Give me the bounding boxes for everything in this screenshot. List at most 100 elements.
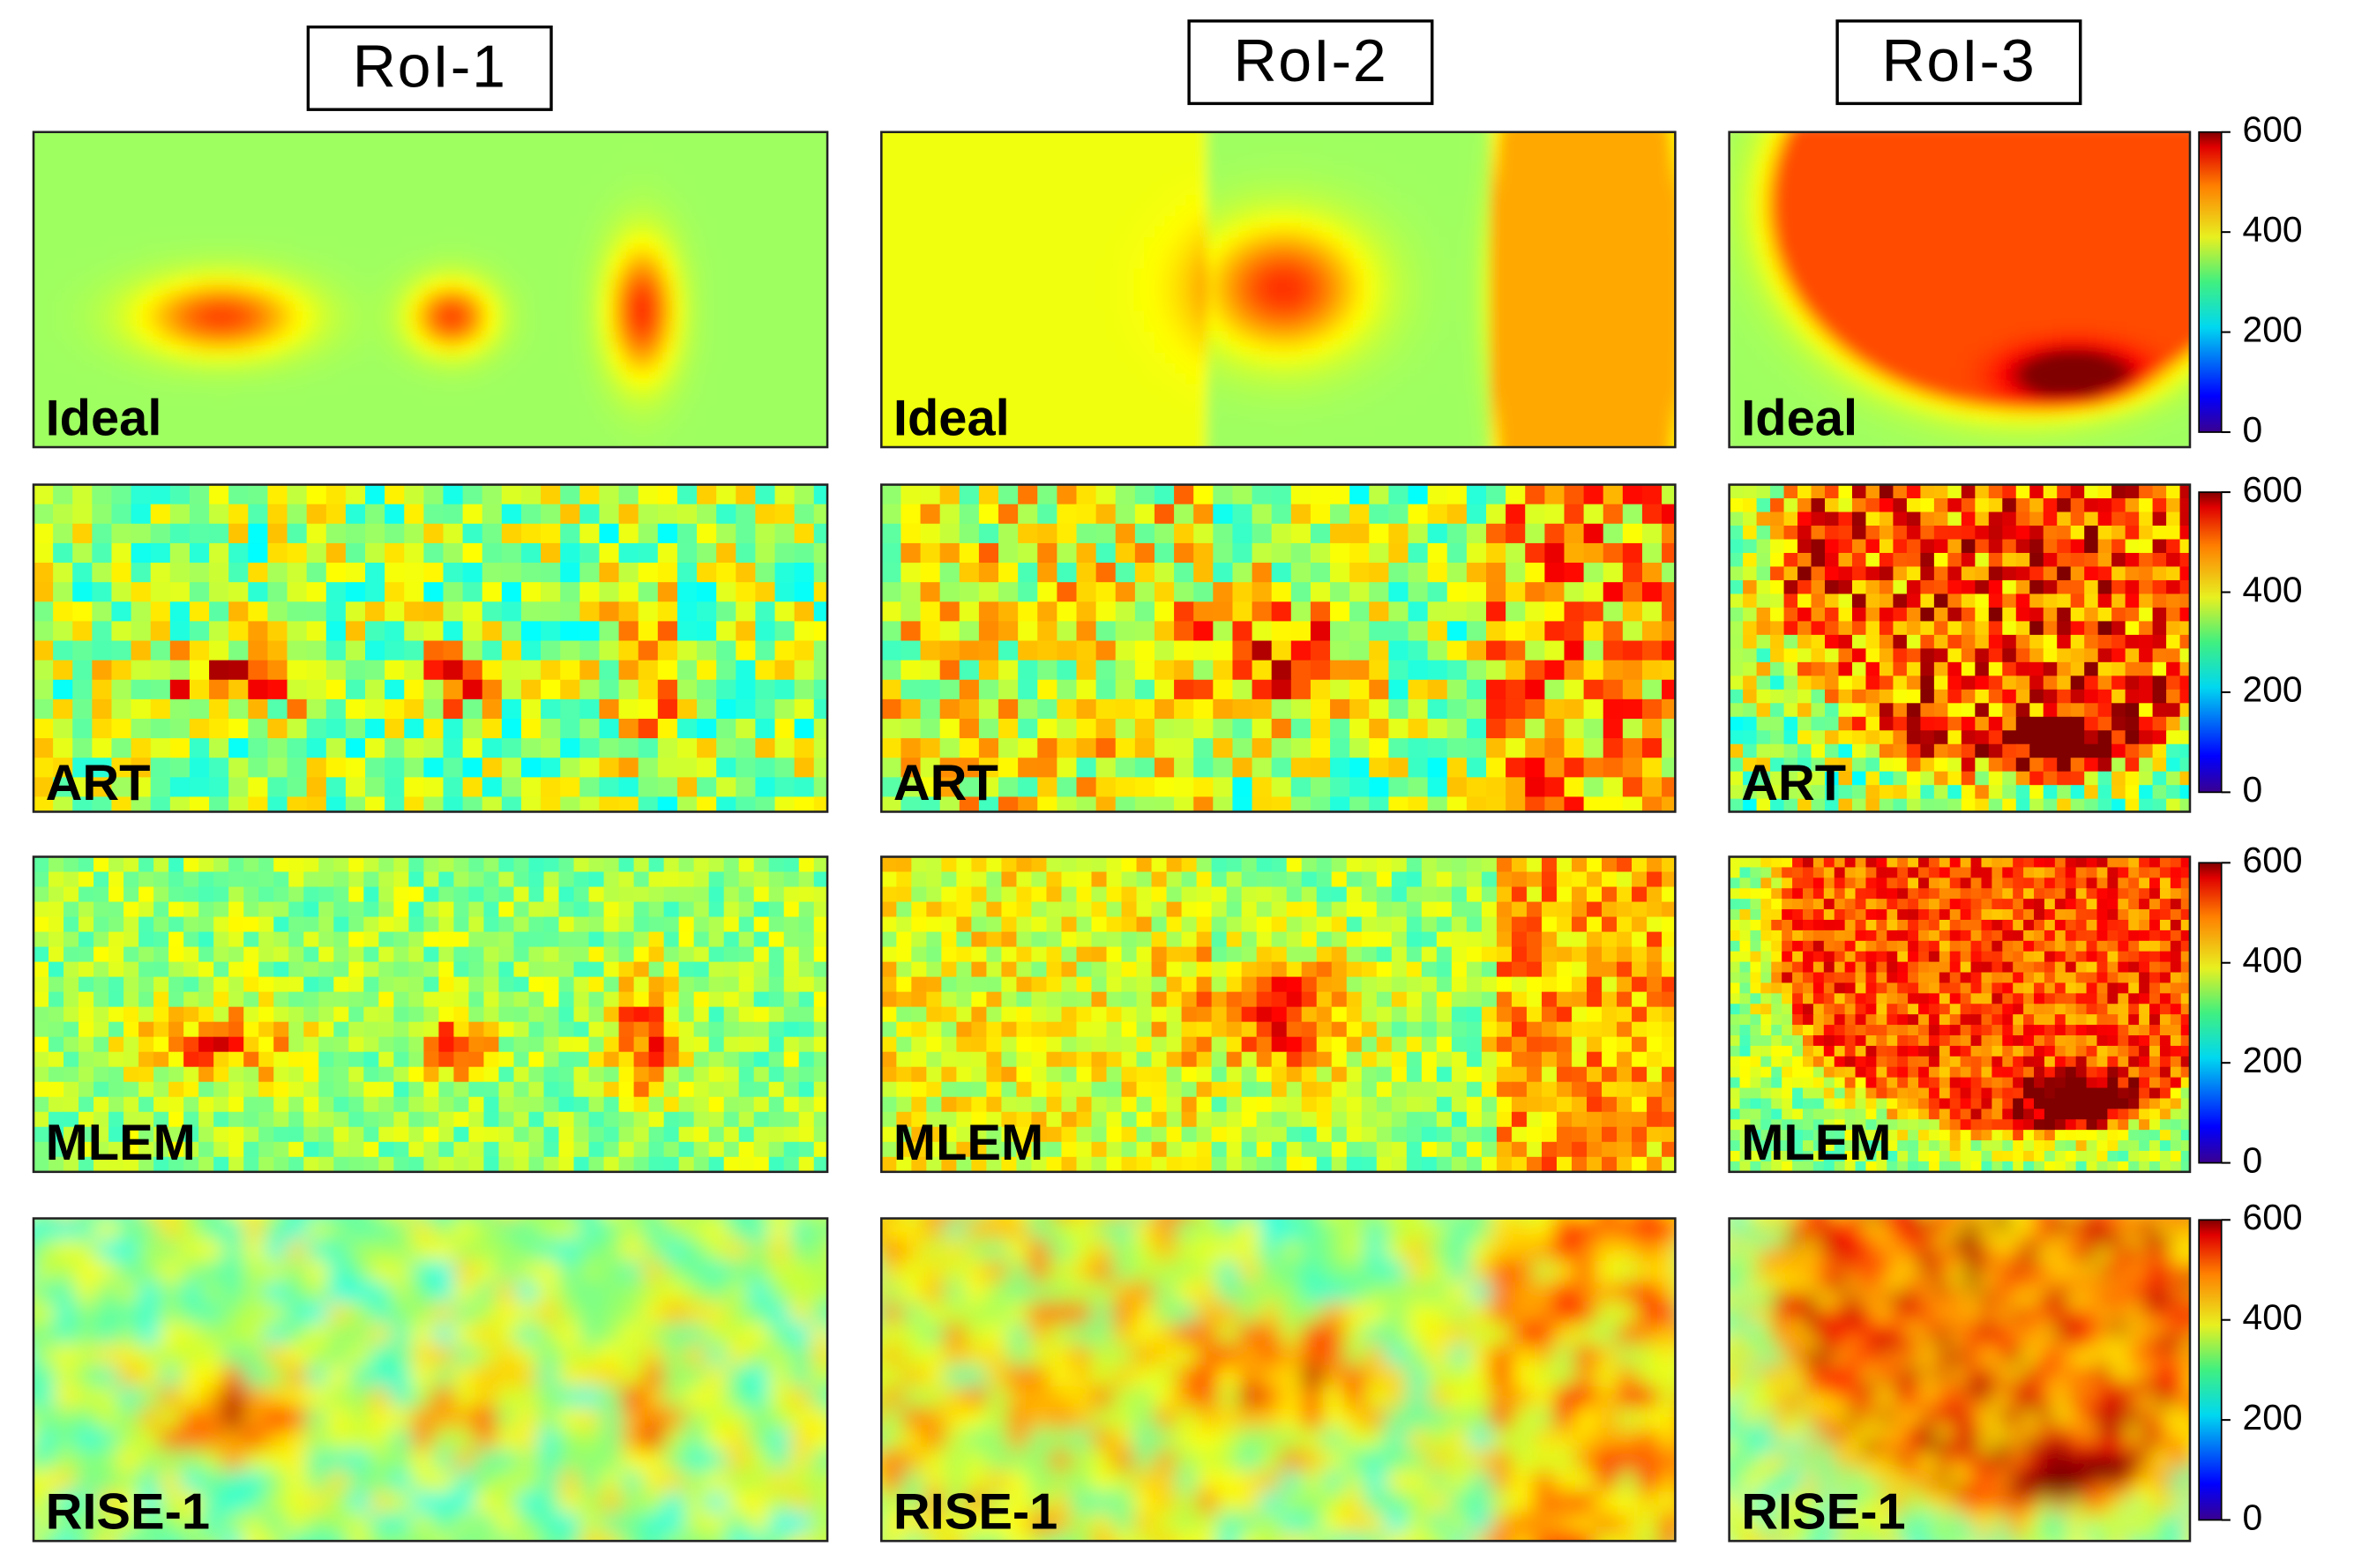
- heatmap-pixel: [800, 258, 812, 270]
- heatmap-pixel: [1448, 332, 1461, 343]
- heatmap-pixel: [1375, 332, 1387, 343]
- heatmap-pixel: [569, 321, 581, 333]
- heatmap-pixel: [411, 174, 423, 186]
- heatmap-pixel: [1469, 195, 1482, 207]
- heatmap-pixel: [96, 362, 108, 375]
- heatmap-pixel: [1144, 289, 1155, 302]
- heatmap-pixel: [933, 279, 945, 291]
- heatmap-pixel: [485, 153, 497, 165]
- heatmap-pixel: [1112, 373, 1125, 385]
- heatmap-pixel: [191, 268, 203, 280]
- heatmap-pixel: [663, 184, 676, 197]
- heatmap-pixel: [107, 289, 119, 302]
- heatmap-pixel: [1259, 426, 1272, 438]
- heatmap-pixel: [1679, 269, 1691, 280]
- heatmap-pixel: [1207, 426, 1219, 438]
- heatmap-pixel: [1532, 216, 1544, 228]
- heatmap-pixel: [944, 394, 956, 407]
- heatmap-pixel: [986, 258, 998, 270]
- heatmap-pixel: [1312, 226, 1324, 238]
- heatmap-pixel: [653, 195, 665, 207]
- heatmap-pixel: [1658, 384, 1670, 396]
- heatmap-pixel: [933, 405, 945, 417]
- heatmap-pixel: [1364, 247, 1377, 259]
- heatmap-pixel: [727, 142, 739, 154]
- heatmap-pixel: [1133, 426, 1146, 438]
- heatmap-pixel: [706, 332, 718, 343]
- heatmap-pixel: [1406, 184, 1418, 197]
- heatmap-pixel: [1102, 373, 1114, 385]
- heatmap-pixel: [34, 174, 45, 186]
- heatmap-pixel: [821, 415, 828, 428]
- heatmap-pixel: [954, 205, 967, 218]
- heatmap-pixel: [222, 362, 235, 375]
- heatmap-pixel: [34, 142, 45, 154]
- heatmap-pixel: [117, 216, 130, 228]
- heatmap-pixel: [243, 405, 256, 417]
- heatmap-pixel: [1217, 341, 1229, 354]
- heatmap-pixel: [274, 300, 287, 312]
- heatmap-pixel: [944, 415, 956, 428]
- heatmap-pixel: [1395, 321, 1408, 333]
- heatmap-pixel: [1480, 332, 1492, 343]
- heatmap-pixel: [1637, 216, 1649, 228]
- heatmap-pixel: [1438, 226, 1450, 238]
- heatmap-pixel: [1280, 163, 1292, 175]
- heatmap-pixel: [43, 163, 56, 175]
- heatmap-pixel: [1564, 247, 1576, 259]
- heatmap-pixel: [212, 415, 224, 428]
- heatmap-pixel: [338, 279, 350, 291]
- heatmap-pixel: [1038, 332, 1050, 343]
- heatmap-pixel: [1543, 226, 1555, 238]
- heatmap-pixel: [736, 332, 749, 343]
- heatmap-pixel: [1112, 216, 1125, 228]
- heatmap-pixel: [411, 437, 423, 448]
- heatmap-pixel: [380, 268, 392, 280]
- heatmap-pixel: [558, 268, 571, 280]
- heatmap-pixel: [1595, 437, 1608, 448]
- heatmap-pixel: [1312, 142, 1324, 154]
- heatmap-pixel: [975, 426, 988, 438]
- heatmap-pixel: [1343, 216, 1356, 228]
- heatmap-pixel: [537, 153, 549, 165]
- heatmap-pixel: [453, 236, 466, 249]
- heatmap-pixel: [1491, 153, 1503, 165]
- heatmap-pixel: [1038, 226, 1050, 238]
- heatmap-pixel: [1280, 279, 1292, 291]
- heatmap-pixel: [1007, 236, 1020, 249]
- heatmap-pixel: [86, 415, 98, 428]
- heatmap-pixel: [768, 163, 781, 175]
- heatmap-pixel: [1585, 205, 1597, 218]
- heatmap-pixel: [716, 447, 729, 448]
- heatmap-pixel: [975, 447, 988, 448]
- heatmap-pixel: [1018, 258, 1030, 270]
- heatmap-pixel: [892, 373, 904, 385]
- heatmap-pixel: [558, 289, 571, 302]
- heatmap-pixel: [1606, 300, 1618, 312]
- heatmap-pixel: [548, 437, 560, 448]
- heatmap-pixel: [265, 384, 276, 396]
- heatmap-pixel: [1249, 373, 1261, 385]
- heatmap-pixel: [1438, 341, 1450, 354]
- heatmap-pixel: [1532, 300, 1544, 312]
- heatmap-pixel: [558, 279, 571, 291]
- heatmap-pixel: [1269, 447, 1282, 448]
- heatmap-pixel: [317, 236, 329, 249]
- heatmap-pixel: [558, 163, 571, 175]
- heatmap-pixel: [422, 268, 434, 280]
- heatmap-pixel: [1133, 415, 1146, 428]
- heatmap-pixel: [642, 300, 654, 312]
- heatmap-pixel: [180, 184, 192, 197]
- heatmap-pixel: [1438, 258, 1450, 270]
- heatmap-pixel: [1312, 236, 1324, 249]
- heatmap-pixel: [254, 258, 266, 270]
- heatmap-pixel: [881, 184, 893, 197]
- heatmap-pixel: [1375, 142, 1387, 154]
- heatmap-pixel: [159, 341, 171, 354]
- heatmap-pixel: [1217, 279, 1229, 291]
- heatmap-pixel: [923, 289, 935, 302]
- heatmap-pixel: [516, 321, 528, 333]
- heatmap-pixel: [1459, 426, 1471, 438]
- heatmap-pixel: [233, 174, 245, 186]
- heatmap-pixel: [159, 405, 171, 417]
